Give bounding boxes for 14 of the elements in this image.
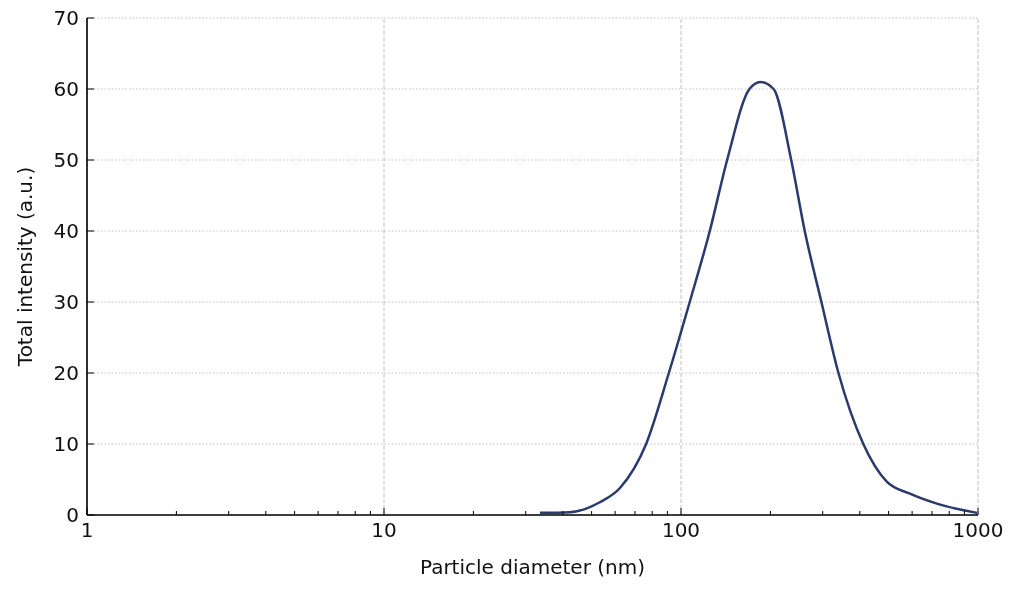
y-tick-label: 10 <box>53 432 79 456</box>
y-tick-label: 50 <box>53 148 79 172</box>
y-tick-label: 30 <box>53 290 79 314</box>
x-tick-label: 1000 <box>952 518 1004 542</box>
x-tick-label: 10 <box>371 518 397 542</box>
y-tick-label: 60 <box>53 77 79 101</box>
y-tick-label: 70 <box>53 6 79 30</box>
y-tick-label: 20 <box>53 361 79 385</box>
x-tick-label: 1 <box>80 518 94 542</box>
x-tick-label: 100 <box>661 518 701 542</box>
y-axis-title: Total intensity (a.u.) <box>13 166 37 368</box>
x-axis-title: Particle diameter (nm) <box>419 555 646 579</box>
y-tick-label: 40 <box>53 219 79 243</box>
y-tick-label: 0 <box>66 503 79 527</box>
